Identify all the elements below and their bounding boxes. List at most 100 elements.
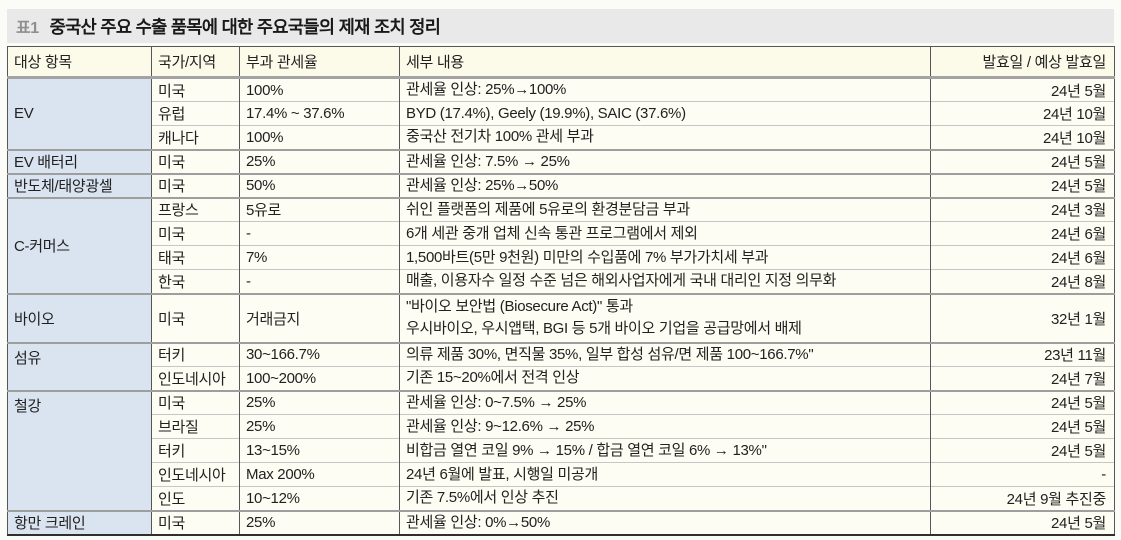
country-cell: 미국 xyxy=(151,172,240,198)
detail-cell: 쉬인 플랫폼의 제품에 5유로의 환경분담금 부과 xyxy=(399,196,931,222)
date-cell: 24년 5월 xyxy=(930,172,1115,198)
country-cell: 인도네시아 xyxy=(151,366,240,391)
date-cell: 24년 5월 xyxy=(930,76,1115,102)
detail-cell: 관세율 인상: 25%→50% xyxy=(399,172,931,198)
table-row: 브라질 25% 관세율 인상: 9~12.6% → 25% 24년 5월 xyxy=(8,414,1115,439)
detail-cell: 의류 제품 30%, 면직물 35%, 일부 합성 섬유/면 제품 100~16… xyxy=(399,341,931,367)
category-cell: 섬유 xyxy=(7,341,152,391)
header-target-item: 대상 항목 xyxy=(7,46,152,79)
category-cell: C-커머스 xyxy=(7,196,152,294)
table-row: 항만 크레인 미국 25% 관세율 인상: 0%→50% 24년 5월 xyxy=(7,509,1115,536)
country-cell: 미국 xyxy=(151,221,240,246)
table-title: 중국산 주요 수출 품목에 대한 주요국들의 제재 조치 정리 xyxy=(49,16,441,37)
date-cell: 32년 1월 xyxy=(930,292,1115,343)
category-cell: 철강 xyxy=(7,389,152,511)
rate-cell: 13~15% xyxy=(239,438,400,463)
date-cell: 24년 6월 xyxy=(930,245,1115,270)
rate-cell: - xyxy=(239,221,400,246)
date-cell: 24년 5월 xyxy=(930,438,1115,463)
rate-cell: 17.4% ~ 37.6% xyxy=(239,101,400,126)
rate-cell: 100~200% xyxy=(239,366,400,391)
detail-cell: 관세율 인상: 0%→50% xyxy=(399,509,931,536)
date-cell: 24년 5월 xyxy=(930,389,1115,415)
header-tariff-rate: 부과 관세율 xyxy=(239,46,400,79)
detail-cell: 관세율 인상: 7.5% → 25% xyxy=(399,148,931,174)
country-cell: 프랑스 xyxy=(151,196,240,222)
date-cell: 24년 10월 xyxy=(930,125,1115,150)
detail-cell: "바이오 보안법 (Biosecure Act)" 통과 우시바이오, 우시앱택… xyxy=(399,292,931,343)
country-cell: 미국 xyxy=(151,76,240,102)
detail-cell: 관세율 인상: 25%→100% xyxy=(399,76,931,102)
detail-cell: 기존 15~20%에서 전격 인상 xyxy=(399,366,931,391)
table-title-bar: 표1 중국산 주요 수출 품목에 대한 주요국들의 제재 조치 정리 xyxy=(7,9,1114,43)
table-row: EV 미국 100% 관세율 인상: 25%→100% 24년 5월 xyxy=(7,76,1115,150)
date-cell: 24년 6월 xyxy=(930,221,1115,246)
rate-cell: 25% xyxy=(239,148,400,174)
table-row: 미국 -6개 세관 중개 업체 신속 통관 프로그램에서 제외 24년 6월 xyxy=(8,221,1115,246)
header-country-region: 국가/지역 xyxy=(151,46,240,79)
detail-cell: BYD (17.4%), Geely (19.9%), SAIC (37.6%) xyxy=(399,101,931,126)
country-cell: 인도 xyxy=(151,486,240,511)
table-header-row: 대상 항목 국가/지역 부과 관세율 세부 내용 발효일 / 예상 발효일 xyxy=(7,46,1115,79)
detail-cell: 관세율 인상: 9~12.6% → 25% xyxy=(399,414,931,439)
detail-cell: 기존 7.5%에서 인상 추진 xyxy=(399,486,931,511)
detail-cell: 24년 6월에 발표, 시행일 미공개 xyxy=(399,462,931,487)
detail-cell: 관세율 인상: 0~7.5% → 25% xyxy=(399,389,931,415)
category-cell: EV xyxy=(7,76,152,150)
date-cell: 24년 5월 xyxy=(930,509,1115,536)
rate-cell: 5유로 xyxy=(239,196,400,222)
table-row: 인도 10~12% 기존 7.5%에서 인상 추진 24년 9월 추진중 xyxy=(8,486,1115,511)
category-cell: 바이오 xyxy=(7,292,152,343)
table-row: 인도네시아 Max 200% 24년 6월에 발표, 시행일 미공개 - xyxy=(8,462,1115,487)
date-cell: 24년 8월 xyxy=(930,269,1115,294)
country-cell: 미국 xyxy=(151,292,240,343)
rate-cell: - xyxy=(239,269,400,294)
table-number-badge: 표1 xyxy=(16,20,39,37)
rate-cell: 30~166.7% xyxy=(239,341,400,367)
table-row: 반도체/태양광셀 미국 50% 관세율 인상: 25%→50% 24년 5월 xyxy=(7,172,1115,198)
table-row: 섬유 터키 30~166.7% 의류 제품 30%, 면직물 35%, 일부 합성 섬… xyxy=(7,341,1115,391)
table-row: 터키 13~15% 비합금 열연 코일 9% → 15% / 합금 열연 코일 6%… xyxy=(8,438,1115,463)
date-cell: 23년 11월 xyxy=(930,341,1115,367)
category-cell: EV 배터리 xyxy=(7,148,152,174)
header-effective-date: 발효일 / 예상 발효일 xyxy=(930,46,1115,79)
table-row: 바이오 미국 거래금지 "바이오 보안법 (Biosecure Act)" 통과 우시… xyxy=(7,292,1115,343)
date-cell: 24년 9월 추진중 xyxy=(930,486,1115,511)
rate-cell: 거래금지 xyxy=(239,292,400,343)
detail-cell: 1,500바트(5만 9천원) 미만의 수입품에 7% 부가가치세 부과 xyxy=(399,245,931,270)
rate-cell: 100% xyxy=(239,125,400,150)
table-row: 철강 미국 25% 관세율 인상: 0~7.5% → 25% 24년 5월 xyxy=(7,389,1115,511)
date-cell: 24년 3월 xyxy=(930,196,1115,222)
country-cell: 터키 xyxy=(151,438,240,463)
detail-cell: 중국산 전기차 100% 관세 부과 xyxy=(399,125,931,150)
country-cell: 터키 xyxy=(151,341,240,367)
table-row: 한국 - 매출, 이용자수 일정 수준 넘은 해외사업자에게 국내 대리인 지정 의… xyxy=(8,269,1115,294)
rate-cell: 25% xyxy=(239,509,400,536)
rate-cell: 7% xyxy=(239,245,400,270)
country-cell: 한국 xyxy=(151,269,240,294)
country-cell: 인도네시아 xyxy=(151,462,240,487)
table-row: C-커머스 프랑스 5유로 쉬인 플랫폼의 제품에 5유로의 환경분담금 부과 24년 … xyxy=(7,196,1115,294)
country-cell: 미국 xyxy=(151,389,240,415)
date-cell: 24년 5월 xyxy=(930,148,1115,174)
rate-cell: Max 200% xyxy=(239,462,400,487)
country-cell: 미국 xyxy=(151,148,240,174)
country-cell: 브라질 xyxy=(151,414,240,439)
country-cell: 미국 xyxy=(151,509,240,536)
rate-cell: 10~12% xyxy=(239,486,400,511)
date-cell: 24년 10월 xyxy=(930,101,1115,126)
table-row: 유럽 17.4% ~ 37.6% BYD (17.4%), Geely (19.9%… xyxy=(8,101,1115,126)
date-cell: - xyxy=(930,462,1115,487)
rate-cell: 25% xyxy=(239,389,400,415)
country-cell: 태국 xyxy=(151,245,240,270)
category-cell: 반도체/태양광셀 xyxy=(7,172,152,198)
date-cell: 24년 5월 xyxy=(930,414,1115,439)
table-row: EV 배터리 미국 25% 관세율 인상: 7.5% → 25% 24년 5월 xyxy=(7,148,1115,174)
date-cell: 24년 7월 xyxy=(930,366,1115,391)
detail-cell: 6개 세관 중개 업체 신속 통관 프로그램에서 제외 xyxy=(399,221,931,246)
category-cell: 항만 크레인 xyxy=(7,509,152,536)
header-details: 세부 내용 xyxy=(399,46,931,79)
detail-cell: 비합금 열연 코일 9% → 15% / 합금 열연 코일 6% → 13%" xyxy=(399,438,931,463)
table-row: 인도네시아 100~200% 기존 15~20%에서 전격 인상 24년 7월 xyxy=(8,366,1115,391)
